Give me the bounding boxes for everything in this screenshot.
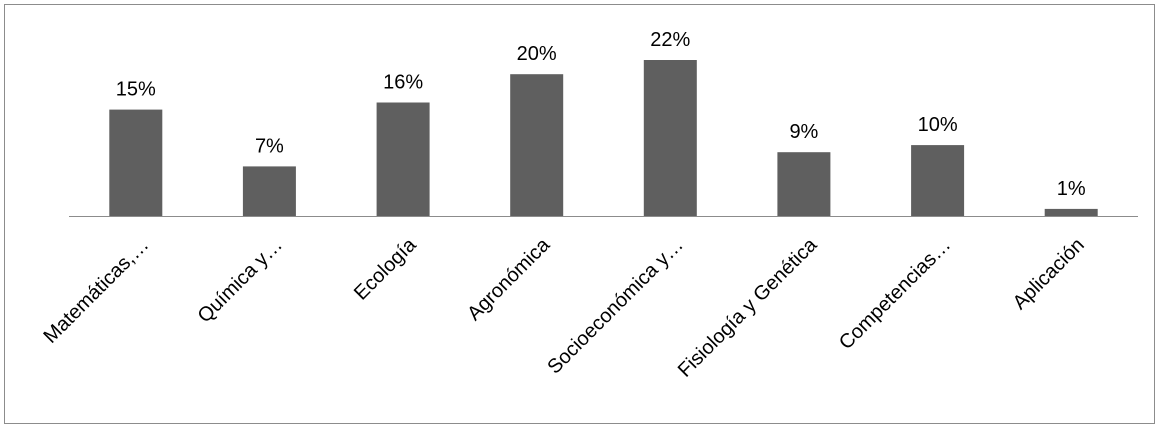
data-label: 10% — [918, 114, 958, 136]
data-label: 16% — [383, 72, 423, 94]
category-labels-group: Matemáticas,… Química y… Ecología Agronómic… — [40, 233, 1089, 381]
category-tick-label: Aplicación — [1009, 234, 1089, 314]
data-label: 7% — [255, 135, 284, 157]
bar — [376, 102, 430, 216]
chart-container: 15% 7% 16% 20% 22% 9% 10% 1% Matemáticas,… Quími… — [4, 4, 1155, 424]
value-labels-group: 15% 7% 16% 20% 22% 9% 10% 1% — [116, 29, 1086, 200]
bar — [109, 109, 163, 216]
data-label: 22% — [650, 29, 690, 51]
bar-chart: 15% 7% 16% 20% 22% 9% 10% 1% Matemáticas,… Quími… — [40, 29, 1138, 382]
category-tick-label: Química y… — [194, 234, 287, 327]
bar — [911, 145, 965, 216]
bar — [242, 166, 296, 216]
bar — [1044, 208, 1098, 216]
data-label: 1% — [1057, 178, 1086, 200]
category-tick-label: Fisiología y Genética — [674, 233, 822, 381]
data-label: 15% — [116, 79, 156, 101]
bar — [643, 60, 697, 216]
bars-group — [109, 60, 1098, 216]
bar — [777, 152, 831, 216]
bar — [510, 74, 564, 216]
category-tick-label: Ecología — [350, 233, 421, 304]
category-tick-label: Socioeconómica y… — [543, 234, 687, 378]
category-tick-label: Competencias… — [835, 234, 955, 354]
data-label: 9% — [789, 121, 818, 143]
category-tick-label: Matemáticas,… — [40, 234, 154, 348]
category-tick-label: Agronómica — [463, 233, 555, 325]
data-label: 20% — [517, 43, 557, 65]
